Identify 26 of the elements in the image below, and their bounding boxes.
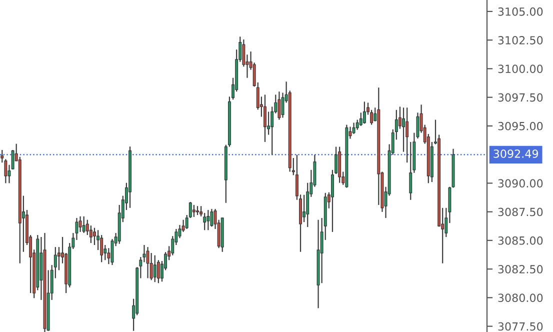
y-tick-label: 3097.50	[498, 93, 543, 102]
y-tick-label: 3082.50	[498, 265, 543, 274]
y-tick-label: 3077.50	[498, 322, 543, 331]
candlestick	[156, 260, 160, 284]
y-tick-label: 3095.00	[498, 122, 543, 130]
y-tick-label: 3105.00	[498, 7, 543, 16]
candlestick	[153, 254, 156, 283]
y-tick-label: 3085.00	[498, 236, 543, 245]
candlestick	[100, 234, 104, 263]
candlestick	[362, 101, 366, 124]
candlestick	[82, 216, 86, 234]
y-tick-label: 3090.00	[498, 179, 543, 188]
candlestick	[278, 91, 281, 120]
candlestick	[210, 208, 214, 228]
candlestick	[146, 246, 150, 279]
y-tick-label: 3087.50	[498, 208, 543, 216]
y-tick-label: 3102.50	[498, 36, 543, 44]
candlestick	[203, 212, 206, 231]
y-tick-label: 3080.00	[498, 294, 543, 302]
candlestick	[192, 204, 196, 218]
candlestick	[93, 227, 96, 246]
candlestick	[264, 94, 266, 143]
candlestick	[206, 209, 210, 231]
ref-line-label: 3092.49	[494, 149, 538, 158]
candlestick	[406, 107, 409, 164]
y-tick-label: 3100.00	[498, 64, 543, 74]
